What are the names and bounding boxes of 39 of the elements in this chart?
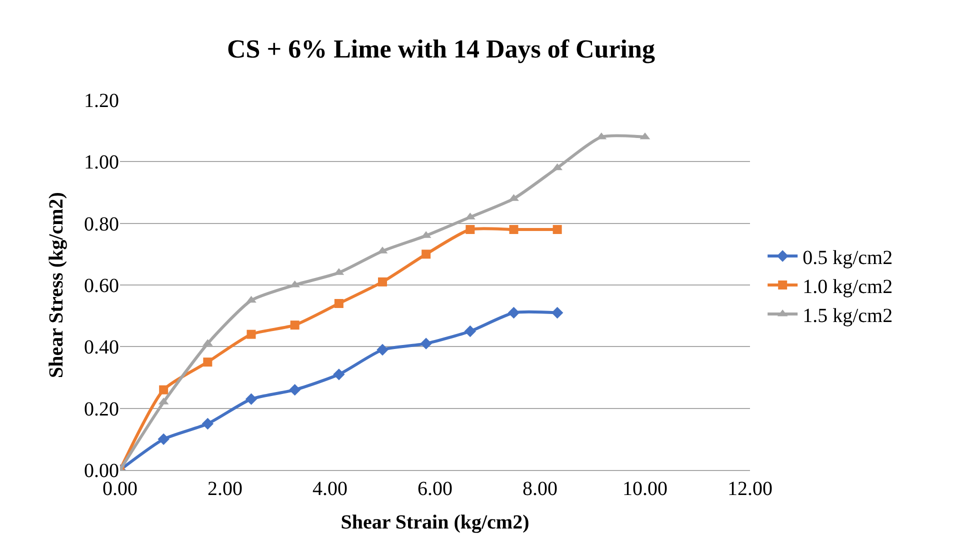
x-tick-label: 10.00 <box>622 478 668 500</box>
chart-title: CS + 6% Lime with 14 Days of Curing <box>227 34 655 64</box>
x-tick-label: 4.00 <box>312 478 348 500</box>
point <box>246 296 256 303</box>
point <box>245 393 258 405</box>
point <box>466 225 475 234</box>
legend-label: 1.0 kg/cm2 <box>802 276 893 298</box>
point <box>203 358 212 367</box>
point <box>202 418 214 430</box>
point <box>288 384 301 396</box>
x-axis-title: Shear Strain (kg/cm2) <box>340 512 530 534</box>
point <box>552 225 562 234</box>
point <box>333 368 345 380</box>
point <box>508 306 520 319</box>
point <box>158 433 170 446</box>
point <box>420 338 432 350</box>
x-tick-label: 6.00 <box>418 478 452 500</box>
y-tick-label: 1.20 <box>84 90 119 112</box>
y-tick-label: 0.80 <box>84 213 119 236</box>
y-axis-title: Shear Stress (kg/cm2) <box>46 192 68 378</box>
point <box>422 250 431 259</box>
point <box>376 344 388 356</box>
x-tick-label: 12.00 <box>728 478 772 500</box>
point <box>159 385 168 394</box>
y-tick-label: 0.20 <box>84 398 119 420</box>
x-tick-label: 8.00 <box>522 478 558 500</box>
point <box>509 225 518 234</box>
point <box>464 325 476 338</box>
y-tick-label: 0.60 <box>84 275 119 297</box>
point <box>246 330 256 339</box>
y-tick-label: 1.00 <box>84 152 119 174</box>
x-tick-label: 2.00 <box>208 478 242 500</box>
y-tick-label: 0.40 <box>84 336 119 359</box>
point <box>551 306 564 319</box>
point <box>290 320 300 330</box>
point <box>334 299 344 308</box>
legend-label: 1.5 kg/cm2 <box>802 304 893 327</box>
legend-label: 0.5 kg/cm2 <box>802 246 893 269</box>
point <box>378 277 387 286</box>
